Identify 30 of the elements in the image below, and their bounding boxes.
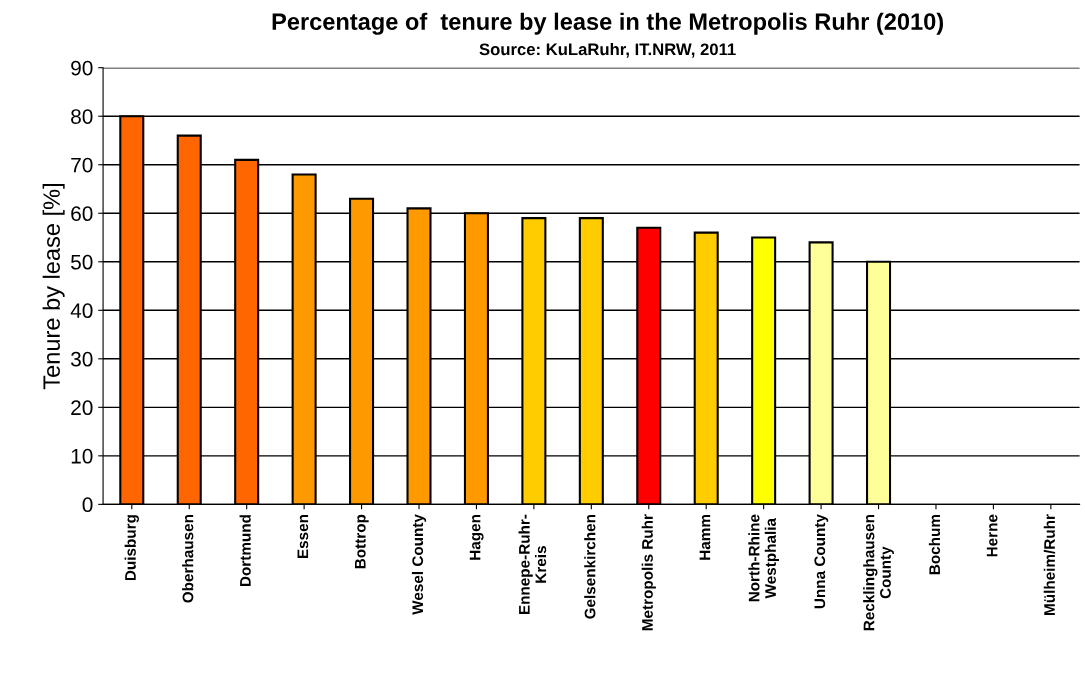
x-tick-label: North-Rhine Westphalia: [748, 514, 779, 602]
x-tick-label: Metropolis Ruhr: [641, 514, 656, 631]
y-tick-label: 50: [71, 254, 93, 270]
x-tick-label: Ennepe-Ruhr- Kreis: [518, 514, 547, 615]
x-tick-label: Herne: [986, 514, 998, 557]
y-tick-label: 80: [71, 109, 93, 124]
x-tick-label: Duisburg: [124, 515, 139, 581]
x-tick-label: Recklinghausen County: [863, 515, 894, 631]
x-tick-label: Essen: [297, 515, 309, 559]
y-tick-label: 0: [82, 497, 93, 513]
x-tick-label: Hagen: [469, 515, 484, 560]
y-tick-label: 30: [70, 351, 93, 367]
x-tick-label: Mülheim/Ruhr: [1043, 514, 1056, 615]
x-tick-label: Wesel County: [411, 514, 427, 615]
x-tick-label: Unna County: [814, 514, 829, 609]
y-tick-label: 20: [71, 400, 93, 416]
x-tick-label: Oberhausen: [182, 515, 194, 603]
chart-subtitle: Source: KuLaRuhr, IT.NRW, 2011: [479, 43, 736, 58]
chart-title: Percentage of tenure by lease in the Metropolis Ruhr (2010): [272, 12, 943, 35]
y-tick-label: 90: [71, 60, 93, 76]
y-tick-label: 10: [71, 448, 93, 464]
x-tick-label: Dortmund: [239, 515, 251, 587]
x-tick-label: Bochum: [928, 515, 941, 575]
x-tick-label: Hamm: [699, 515, 711, 560]
y-axis-title: Tenure by lease [%]: [42, 184, 65, 390]
x-tick-label: Bottrop: [355, 514, 369, 569]
x-tick-label: Gelsenkirchen: [584, 515, 596, 619]
y-tick-label: 70: [71, 157, 93, 173]
y-tick-label: 60: [71, 206, 93, 222]
y-tick-label: 40: [70, 303, 93, 319]
